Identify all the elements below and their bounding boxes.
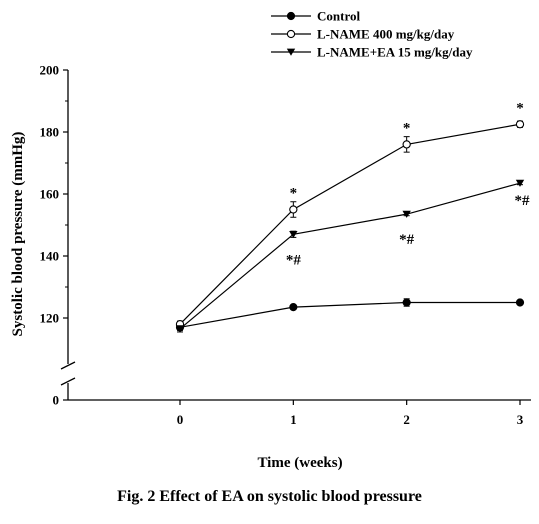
significance-label: *#: [399, 232, 415, 248]
y-tick-label: 0: [53, 393, 60, 408]
axis-break-mark: [60, 377, 76, 386]
x-axis-title: Time (weeks): [257, 455, 342, 471]
data-point: [402, 210, 411, 218]
y-tick-label: 160: [40, 187, 60, 202]
data-point: [289, 303, 298, 312]
series-line: [179, 123, 521, 325]
y-tick-label: 180: [40, 125, 60, 140]
data-point: [175, 325, 185, 333]
legend-entry-2: L-NAME+EA 15 mg/kg/day: [271, 45, 473, 60]
series-line: [179, 301, 520, 328]
series-0: [175, 298, 525, 332]
data-point: [515, 179, 525, 187]
legend-label: L-NAME 400 mg/kg/day: [317, 27, 455, 42]
series-layer: * * * *# *# *#: [175, 100, 531, 333]
significance-label: *#: [515, 193, 531, 209]
y-tick-label: 120: [40, 311, 60, 326]
data-point: [515, 120, 525, 129]
significance-label: *: [403, 120, 411, 136]
data-point: [289, 230, 298, 239]
data-point: [402, 140, 411, 149]
legend-marker: [286, 29, 296, 39]
x-tick-label: 3: [517, 412, 524, 427]
x-tick-label: 1: [290, 412, 297, 427]
significance-label: *#: [286, 252, 302, 268]
significance-label: *: [290, 186, 298, 202]
y-tick-label: 200: [40, 63, 60, 78]
figure-caption: Fig. 2 Effect of EA on systolic blood pr…: [117, 488, 422, 505]
series-line: [179, 182, 521, 330]
legend-marker: [286, 48, 296, 56]
legend-entry-0: Control: [271, 9, 360, 24]
legend-entry-1: L-NAME 400 mg/kg/day: [271, 27, 455, 42]
significance-label: *: [516, 100, 524, 116]
legend-label: Control: [317, 9, 360, 24]
axes: 0 120 140 160 180 200 0 1 2 3: [40, 63, 531, 427]
series-2: [175, 179, 525, 333]
legend-label: L-NAME+EA 15 mg/kg/day: [317, 45, 473, 60]
axis-break-mark: [60, 361, 76, 370]
x-tick-label: 0: [177, 412, 184, 427]
legend: Control L-NAME 400 mg/kg/day L-NAME+EA 15 …: [271, 9, 473, 60]
data-point: [289, 205, 298, 214]
data-point: [515, 298, 525, 307]
y-tick-label: 140: [40, 249, 60, 264]
y-axis-title: Systolic blood pressure (mmHg): [10, 132, 26, 337]
legend-marker: [286, 11, 296, 21]
x-tick-label: 2: [403, 412, 410, 427]
data-point: [402, 298, 411, 307]
